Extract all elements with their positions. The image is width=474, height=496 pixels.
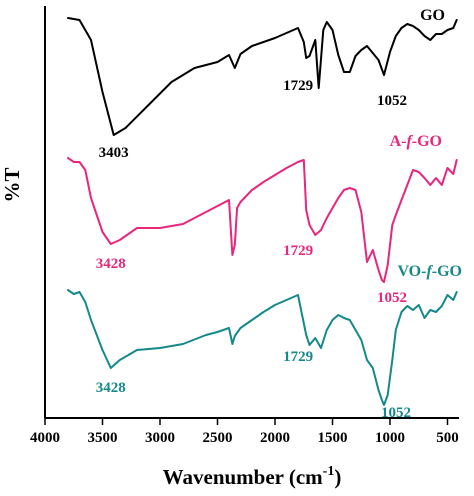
x-tick-label-1500: 1500 — [318, 430, 348, 446]
peak-label-vo-f-go-1729: 1729 — [283, 349, 313, 365]
peak-label-vo-f-go-1052: 1052 — [381, 405, 411, 421]
peak-label-a-f-go-1052: 1052 — [377, 290, 407, 306]
x-axis-title-main: Wavenumber (cm — [163, 465, 324, 489]
x-tick-label-2000: 2000 — [260, 430, 290, 446]
x-tick-label-3000: 3000 — [145, 430, 175, 446]
series-label-go: GO — [420, 7, 445, 24]
series-label-a-f-go: A-f-GO — [390, 133, 442, 150]
spectrum-go — [67, 17, 458, 136]
peak-label-go-1729: 1729 — [283, 78, 313, 94]
x-tick-label-4000: 4000 — [30, 430, 60, 446]
spectrum-vo-f-go — [67, 289, 458, 406]
peak-label-vo-f-go-3428: 3428 — [96, 380, 126, 396]
peak-label-go-1052: 1052 — [377, 93, 407, 109]
x-tick-label-2500: 2500 — [203, 430, 233, 446]
x-tick-label-500: 500 — [436, 430, 459, 446]
series-label-vo-f-go: VO-f-GO — [397, 263, 462, 280]
x-axis-title: Wavenumber (cm-1) — [163, 464, 342, 489]
y-axis-title: %T — [0, 167, 24, 202]
spectra — [67, 17, 458, 406]
x-tick-label-3500: 3500 — [88, 430, 118, 446]
series-labels: GO A-f-GO VO-f-GO — [390, 7, 462, 280]
peak-label-a-f-go-3428: 3428 — [96, 256, 126, 272]
spectrum-a-f-go — [67, 157, 458, 283]
peak-label-go-3403: 3403 — [99, 145, 129, 161]
peak-label-a-f-go-1729: 1729 — [283, 243, 313, 259]
peak-annotations: 3403 1729 1052 3428 1729 1052 3428 1729 1052 — [96, 78, 411, 421]
x-axis-title-close: ) — [334, 465, 341, 489]
x-tick-label-1000: 1000 — [375, 430, 405, 446]
x-axis-title-sup: -1 — [323, 464, 335, 479]
x-axis-ticks: 4000 3500 3000 2500 2000 1500 1000 500 — [30, 418, 459, 446]
